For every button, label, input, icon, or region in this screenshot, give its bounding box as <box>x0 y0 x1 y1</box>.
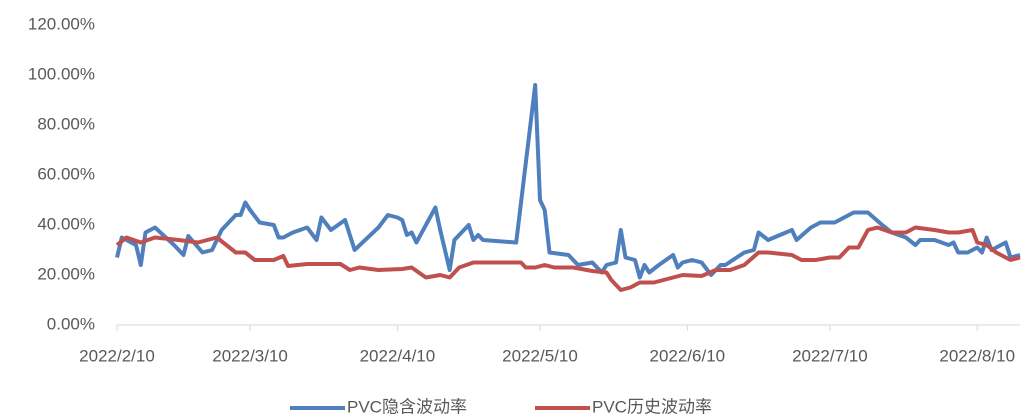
y-tick-label: 120.00% <box>28 14 95 33</box>
x-tick-label: 2022/8/10 <box>939 346 1015 365</box>
x-tick-label: 2022/7/10 <box>792 346 868 365</box>
series-line <box>115 225 1021 292</box>
y-tick-label: 20.00% <box>37 264 95 283</box>
series-line <box>115 83 1021 280</box>
y-tick-label: 100.00% <box>28 64 95 83</box>
x-tick-label: 2022/4/10 <box>360 346 436 365</box>
x-tick-label: 2022/6/10 <box>649 346 725 365</box>
y-tick-label: 80.00% <box>37 114 95 133</box>
legend-label: PVC历史波动率 <box>592 397 712 416</box>
y-tick-label: 0.00% <box>47 314 95 333</box>
x-tick-label: 2022/3/10 <box>212 346 288 365</box>
x-tick-label: 2022/5/10 <box>502 346 578 365</box>
y-tick-label: 40.00% <box>37 214 95 233</box>
legend-label: PVC隐含波动率 <box>347 397 467 416</box>
x-tick-label: 2022/2/10 <box>79 346 155 365</box>
y-tick-label: 60.00% <box>37 164 95 183</box>
